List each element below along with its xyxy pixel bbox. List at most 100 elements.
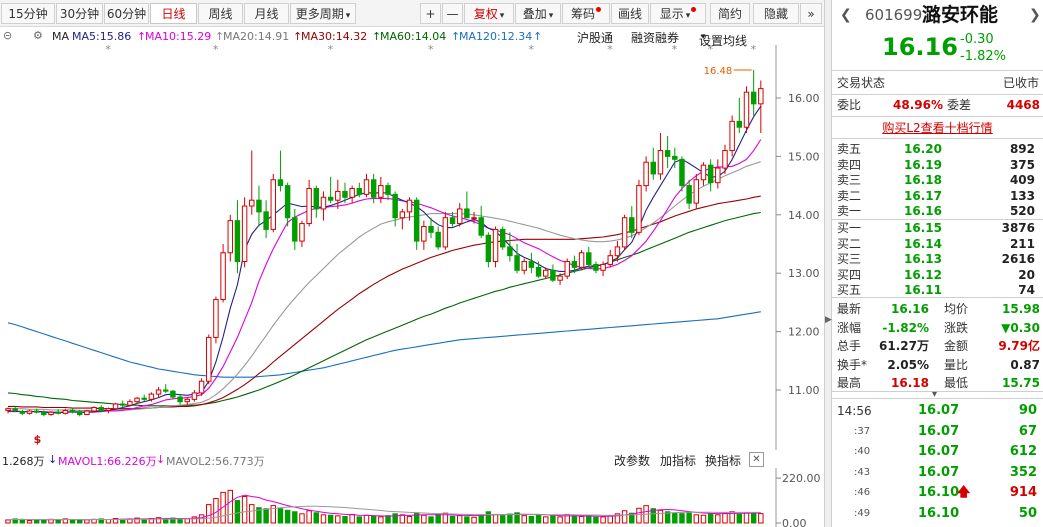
candle	[679, 156, 685, 192]
dividend-marker-icon[interactable]: $	[34, 433, 42, 446]
candle-body	[564, 261, 570, 277]
weicha-label: 委差	[947, 98, 972, 112]
candle-body	[5, 408, 11, 411]
buy-l2-link[interactable]: 购买L2查看十档行情	[882, 121, 993, 135]
chevron-down-icon: ▾	[701, 32, 706, 42]
event-star-icon[interactable]: *	[213, 45, 219, 56]
candle-body	[220, 252, 226, 300]
candle	[48, 411, 54, 416]
candle	[198, 378, 205, 396]
candlestick-chart[interactable]: 16.00 15.00 14.00 13.00 12.00 11.00 16.48 * * * * *…	[0, 45, 827, 450]
draw-lines-button[interactable]: 画线	[611, 3, 649, 24]
stat-value: 2.05%	[887, 357, 929, 372]
bids-price: 16.15	[904, 221, 942, 235]
close-icon[interactable]: ✕	[749, 452, 764, 467]
volume-bar	[256, 507, 262, 524]
candle	[715, 159, 721, 189]
stat-value: 16.18	[891, 376, 929, 390]
candle	[241, 197, 248, 268]
candle-body	[707, 164, 714, 184]
event-star-icon[interactable]: *	[528, 45, 534, 56]
period-more-dropdown[interactable]: 更多周期 ▾	[290, 3, 356, 24]
simple-mode-button[interactable]: 简约	[710, 3, 750, 24]
panel-divider[interactable]	[824, 0, 832, 527]
period-monthly[interactable]: 月线	[244, 3, 289, 24]
tick-price: 16.07	[918, 423, 960, 439]
candle	[313, 185, 320, 218]
change-params-button[interactable]: 改参数	[614, 454, 651, 468]
next-stock-icon[interactable]: ❯	[1029, 7, 1041, 23]
volume-bar	[206, 504, 212, 524]
candle-body	[600, 263, 606, 271]
event-star-icon[interactable]: *	[607, 45, 613, 56]
event-star-icon[interactable]: *	[105, 45, 111, 56]
volume-bar	[249, 504, 255, 524]
tick-row: :49 16.10 50	[832, 504, 1043, 524]
candle-body	[320, 196, 327, 210]
period-60min[interactable]: 60分钟	[104, 3, 149, 24]
chips-button[interactable]: 筹码	[562, 3, 610, 24]
overlay-dropdown[interactable]: 叠加 ▾	[515, 3, 561, 24]
period-daily[interactable]: 日线	[150, 3, 197, 24]
event-star-icon[interactable]: *	[428, 45, 434, 56]
tick-volume: 90	[1018, 403, 1037, 418]
candle	[664, 135, 671, 169]
switch-indicator-button[interactable]: 换指标	[705, 454, 742, 468]
volume-chart[interactable]: 220.00 0.00	[0, 468, 827, 527]
candle	[442, 211, 449, 250]
expand-icon[interactable]: ⊝	[3, 29, 13, 42]
candle	[514, 244, 520, 274]
ma-legend: ⊝ ⚙ MA MA5:15.86 ↑ MA10:15.29 ↑ MA20:14.…	[0, 27, 827, 48]
volume-bar	[134, 517, 140, 524]
bids-price: 16.12	[904, 267, 942, 282]
asks-row: 卖四 16.19 375	[832, 157, 1043, 173]
candle-body	[743, 91, 750, 128]
event-star-icon[interactable]: *	[672, 45, 678, 56]
expand-details-icon[interactable]: ▾	[932, 389, 938, 400]
bids-volume: 2616	[1001, 252, 1035, 267]
event-star-icon[interactable]: *	[751, 45, 757, 56]
volume-bar	[442, 512, 449, 524]
volume-bar	[33, 519, 40, 524]
candle	[643, 156, 649, 192]
event-star-icon[interactable]: *	[328, 45, 334, 56]
period-weekly[interactable]: 周线	[198, 3, 243, 24]
margin-trading-link[interactable]: 融资融券	[631, 31, 680, 45]
asks-price: 16.18	[904, 173, 942, 188]
candle	[421, 220, 427, 250]
candle	[335, 179, 341, 209]
candle	[327, 176, 334, 204]
zoom-out-button[interactable]: —	[442, 3, 463, 24]
gear-icon[interactable]: ⚙	[33, 29, 43, 42]
prev-stock-icon[interactable]: ❮	[840, 7, 852, 23]
display-dropdown[interactable]: 显示 ▾	[650, 3, 706, 24]
candle-body	[119, 403, 126, 406]
more-tools-button[interactable]: »	[800, 3, 822, 24]
up-arrow-icon: 🡅	[957, 485, 971, 501]
hide-button[interactable]: 隐藏	[753, 3, 799, 24]
candle	[449, 211, 456, 227]
stat-label: 最低	[944, 376, 969, 390]
volume-bar	[428, 516, 434, 524]
collapse-panel-icon[interactable]: ▶	[825, 315, 832, 325]
candle	[284, 182, 291, 227]
zoom-in-button[interactable]: +	[420, 3, 441, 24]
adjust-dropdown[interactable]: 复权 ▾	[464, 3, 514, 24]
candle	[213, 296, 219, 344]
add-indicator-button[interactable]: 加指标	[660, 454, 697, 468]
period-15min[interactable]: 15分钟	[1, 3, 55, 24]
candle	[607, 249, 613, 268]
volume-bar	[550, 515, 556, 524]
volume-bar	[84, 519, 90, 524]
period-30min[interactable]: 30分钟	[56, 3, 103, 24]
hsgt-link[interactable]: 沪股通	[577, 31, 614, 45]
candle-body	[442, 217, 449, 248]
candle-body	[550, 269, 556, 281]
event-star-icon[interactable]: *	[708, 45, 714, 56]
stat-value: -1.82%	[882, 320, 929, 335]
tick-time: :46	[854, 487, 871, 499]
volume-bar	[543, 516, 549, 524]
bids-price: 16.11	[904, 283, 942, 298]
notification-dot-icon	[691, 7, 697, 12]
volume-bar	[112, 518, 119, 524]
